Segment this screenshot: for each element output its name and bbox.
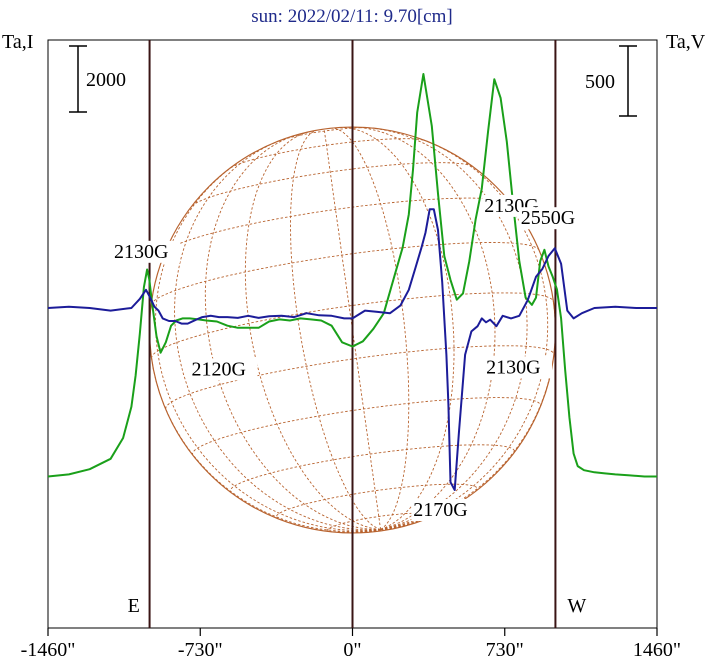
field-annotation: 2170G	[413, 499, 467, 521]
latitude-line	[327, 512, 433, 533]
x-tick-label: -730"	[178, 639, 223, 661]
longitude-line	[353, 126, 496, 530]
longitude-line	[369, 127, 528, 530]
east-limb-label: E	[128, 595, 140, 617]
series-line-I	[47, 73, 657, 478]
west-limb-label: W	[567, 595, 586, 617]
limb-lines	[148, 40, 557, 628]
longitude-line	[380, 301, 556, 530]
annotation-background	[518, 207, 587, 230]
longitude-line	[380, 136, 549, 530]
x-tick-label: -1460"	[21, 639, 76, 661]
field-annotation: 2550G	[521, 207, 575, 229]
latitude-line	[230, 138, 425, 169]
scale-bar-left	[69, 45, 87, 113]
longitude-line	[332, 127, 410, 530]
annotation-background	[189, 358, 258, 381]
field-annotation: 2120G	[191, 358, 245, 380]
longitude-line	[151, 358, 381, 532]
field-annotation: 2130G	[486, 356, 540, 378]
series-line-V	[47, 208, 657, 491]
left-axis-label: Ta,I	[2, 31, 33, 53]
x-axis-ticks: -1460" -730" 0" 730" 1460"	[21, 628, 681, 661]
scale-bar-right	[619, 45, 637, 117]
longitude-line	[244, 131, 381, 530]
series-group	[47, 73, 657, 491]
annotation-background	[411, 499, 480, 521]
scale-bar-right-value: 500	[585, 71, 615, 93]
latitude-line	[164, 197, 512, 253]
longitude-line	[323, 129, 382, 530]
chart-title: sun: 2022/02/11: 9.70[cm]	[251, 6, 452, 27]
longitude-line	[204, 135, 381, 530]
field-annotation: 2130G	[114, 241, 168, 263]
annotation-background	[111, 240, 180, 263]
right-axis-label: Ta,V	[666, 31, 706, 53]
x-tick-label: 730"	[486, 639, 524, 661]
scale-bar-left-value: 2000	[86, 69, 126, 91]
annotation-background	[484, 356, 553, 379]
x-tick-label: 0"	[343, 639, 361, 661]
x-tick-label: 1460"	[633, 639, 681, 661]
longitude-line	[290, 130, 381, 530]
longitude-line	[155, 161, 381, 532]
latitude-line	[150, 242, 540, 305]
latitude-line	[229, 444, 515, 494]
longitude-line	[174, 140, 381, 531]
longitude-line	[339, 127, 455, 530]
